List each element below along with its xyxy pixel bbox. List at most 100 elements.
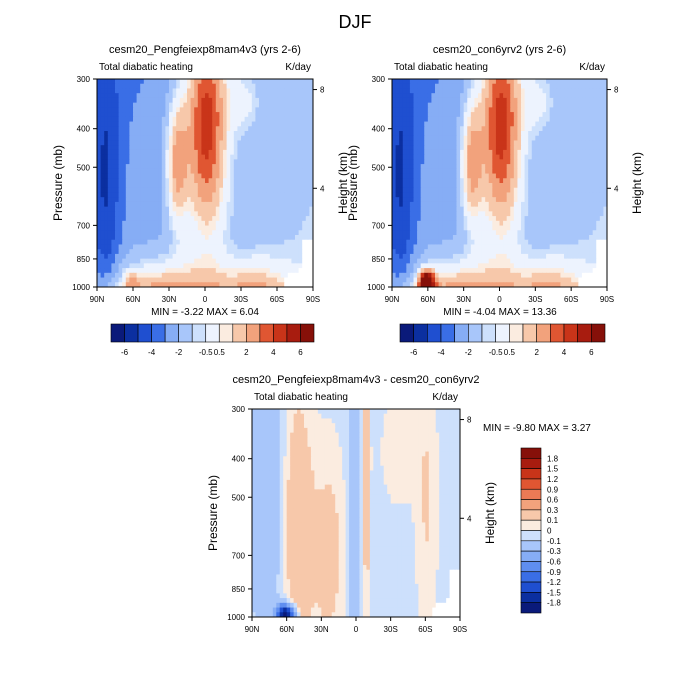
field-cell: [179, 149, 184, 156]
field-cell: [241, 197, 246, 203]
field-cell: [100, 88, 105, 94]
field-cell: [592, 187, 597, 193]
field-cell: [442, 154, 447, 160]
field-cell: [133, 135, 138, 141]
field-cell: [485, 168, 490, 175]
field-cell: [492, 159, 497, 165]
field-cell: [140, 192, 145, 198]
field-cell: [208, 154, 213, 160]
field-cell: [395, 107, 400, 113]
field-cell: [488, 159, 493, 165]
field-cell: [392, 135, 397, 141]
field-cell: [262, 244, 267, 250]
field-cell: [291, 187, 296, 193]
field-cell: [197, 192, 202, 198]
field-cell: [460, 230, 465, 236]
field-cell: [133, 249, 138, 255]
field-cell: [122, 239, 127, 245]
field-cell: [438, 225, 443, 231]
field-cell: [133, 253, 138, 260]
field-cell: [179, 107, 184, 113]
field-cell: [118, 197, 123, 203]
field-cell: [107, 272, 112, 279]
field-cell: [154, 168, 159, 175]
field-cell: [201, 126, 206, 132]
field-cell: [549, 201, 554, 208]
field-cell: [460, 140, 465, 146]
field-cell: [212, 225, 217, 231]
field-cell: [431, 192, 436, 198]
field-cell: [262, 235, 267, 241]
field-cell: [599, 249, 604, 255]
field-cell: [402, 206, 407, 212]
field-cell: [442, 83, 447, 89]
field-cell: [521, 178, 526, 184]
field-cell: [470, 79, 475, 85]
field-cell: [603, 216, 608, 222]
field-cell: [521, 201, 526, 208]
field-cell: [463, 187, 468, 193]
field-cell: [560, 183, 565, 189]
colorbar-box: [110, 323, 125, 343]
field-cell: [115, 112, 120, 118]
field-cell: [280, 178, 285, 184]
field-cell: [445, 197, 450, 203]
field-cell: [284, 258, 289, 264]
field-cell: [596, 116, 601, 123]
field-cell: [553, 206, 558, 212]
field-cell: [517, 79, 522, 85]
field-cell: [295, 187, 300, 193]
field-cell: [567, 230, 572, 236]
field-cell: [571, 201, 576, 208]
field-cell: [435, 225, 440, 231]
field-cell: [259, 164, 264, 170]
field-cell: [510, 244, 515, 250]
field-cell: [244, 97, 249, 104]
field-cell: [158, 154, 163, 160]
field-cell: [431, 121, 436, 127]
field-cell: [237, 187, 242, 193]
field-cell: [97, 282, 102, 288]
field-cell: [413, 88, 418, 94]
field-cell: [424, 230, 429, 236]
field-cell: [392, 235, 397, 241]
field-cell: [599, 187, 604, 193]
field-cell: [478, 131, 483, 137]
field-cell: [413, 230, 418, 236]
field-cell: [230, 272, 235, 279]
field-cell: [392, 140, 397, 146]
field-cell: [140, 239, 145, 245]
field-cell: [100, 225, 105, 231]
field-cell: [435, 112, 440, 118]
field-cell: [291, 183, 296, 189]
field-cell: [531, 187, 536, 193]
field-cell: [492, 164, 497, 170]
field-cell: [284, 216, 289, 222]
field-cell: [417, 258, 422, 264]
field-cell: [596, 206, 601, 212]
field-cell: [115, 178, 120, 184]
field-cell: [179, 249, 184, 255]
field-cell: [589, 201, 594, 208]
field-cell: [230, 249, 235, 255]
field-cell: [147, 197, 152, 203]
field-cell: [463, 159, 468, 165]
field-cell: [140, 79, 145, 85]
field-cell: [309, 154, 314, 160]
field-cell: [553, 79, 558, 85]
field-cell: [179, 211, 184, 217]
field-cell: [538, 168, 543, 175]
field-cell: [581, 178, 586, 184]
field-cell: [456, 79, 461, 85]
field-cell: [305, 140, 310, 146]
field-cell: [104, 126, 109, 132]
field-cell: [291, 97, 296, 104]
field-cell: [104, 102, 109, 108]
field-cell: [122, 178, 127, 184]
field-cell: [255, 126, 260, 132]
field-cell: [399, 93, 404, 99]
field-cell: [413, 116, 418, 123]
field-cell: [97, 164, 102, 170]
field-cell: [248, 258, 253, 264]
field-cell: [399, 201, 404, 208]
